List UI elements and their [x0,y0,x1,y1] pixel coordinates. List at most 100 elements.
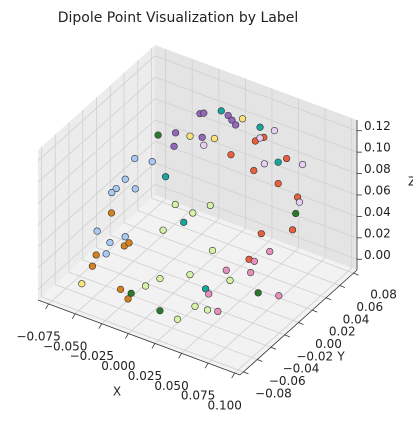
point [173,315,182,323]
z-tick-label: 0.10 [364,141,391,155]
point [108,189,116,197]
point [124,295,132,303]
point [222,266,230,274]
y-tick [257,359,263,362]
grid-line [55,284,258,360]
point [226,276,234,285]
y-tick [312,309,318,313]
point [131,185,139,193]
point [260,160,269,168]
grid-line [137,210,340,286]
point [102,250,110,258]
point [254,289,262,297]
z-axis-label: Z [408,175,413,189]
point [256,123,264,131]
point [288,226,297,234]
grid-line [37,55,156,162]
grid-line [41,296,244,373]
x-tick-label: 0.050 [154,379,188,393]
point [154,131,162,139]
grid-line [68,271,272,348]
point [295,198,304,206]
point [214,307,222,315]
point [266,247,274,256]
y-tick [339,285,345,288]
grid-line [154,55,358,132]
point [205,290,213,298]
grid-line [154,98,358,174]
grid-line [37,76,156,183]
point [106,238,114,247]
grid-line [37,119,156,226]
point [210,134,218,143]
point [93,227,101,235]
z-tick-label: 0.06 [364,184,391,198]
z-tick-label: 0.02 [364,226,391,240]
x-tick-label: 0.100 [208,399,242,413]
y-tick-label: 0.02 [329,325,356,339]
point [186,132,194,140]
point [198,133,206,141]
axis-line [37,299,241,376]
point [141,282,150,290]
y-tick-label: 0.08 [370,288,397,302]
x-tick [45,303,49,310]
x-tick [204,362,209,369]
point [247,268,255,277]
x-tick-label: −0.075 [16,329,60,343]
point [217,107,225,115]
point [121,233,129,241]
point [186,271,194,279]
grid-line [154,76,358,153]
x-tick-label: 0.025 [128,369,162,383]
point [170,142,178,150]
grid-line [37,183,156,290]
grid-line [154,119,358,196]
point [92,251,100,259]
point [159,226,167,234]
x-tick [98,323,103,329]
y-tick [284,334,290,338]
point [274,158,282,166]
point [172,129,180,137]
point [202,285,210,293]
x-tick [71,313,76,320]
y-tick [353,272,359,276]
point [232,121,240,129]
point [206,201,214,210]
point [203,306,212,314]
point [180,218,188,226]
y-tick [298,322,304,325]
point [208,246,217,255]
z-tick-label: 0.12 [364,119,391,133]
point [148,158,156,166]
point [270,127,279,135]
y-tick-label: 0.00 [315,337,342,351]
x-tick-label: 0.075 [181,389,215,403]
x-tick-label: −0.025 [70,349,114,363]
chart-title: Dipole Point Visualization by Label [58,10,299,26]
point [283,154,291,163]
x-tick [151,343,156,349]
x-tick-label: −0.050 [43,339,87,353]
y-tick [243,371,249,375]
point [238,115,247,123]
grid-line [151,197,354,274]
grid-line [154,183,358,260]
y-tick-label: −0.08 [255,386,292,400]
y-tick [325,297,332,301]
y-tick-label: −0.02 [296,349,333,363]
axis-line [239,269,358,376]
point [162,173,170,181]
point [116,285,125,293]
point [88,262,97,270]
point [127,289,135,297]
point [112,184,120,193]
point [121,175,129,183]
grid-line [82,259,285,336]
point [189,209,197,217]
grid-line [154,162,358,239]
point [224,111,232,120]
point [274,180,282,188]
z-tick-label: 0.04 [364,205,391,219]
